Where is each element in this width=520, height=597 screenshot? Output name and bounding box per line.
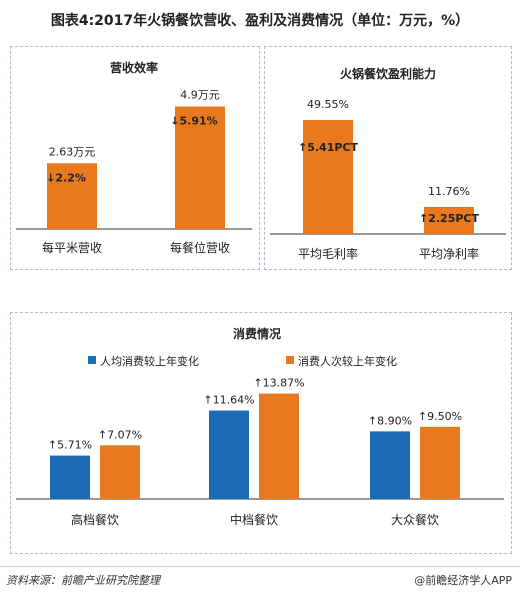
panel2-category-0: 平均毛利率 <box>298 246 358 261</box>
panel3-bar-1-0 <box>209 410 249 499</box>
panel2-value-label-1: 11.76% <box>428 185 470 198</box>
panel3-change-label-1-1: ↑13.87% <box>253 377 304 390</box>
panel3-change-label-2-1: ↑9.50% <box>418 410 462 423</box>
panel1-bar-1 <box>175 106 225 229</box>
brand-note: @前瞻经济学人APP <box>414 574 512 587</box>
panel3-bar-2-0 <box>370 431 410 499</box>
panel1-value-label-1: 4.9万元 <box>180 89 220 102</box>
panel3-title: 消费情况 <box>233 326 281 341</box>
panel1-change-label-0: ↓2.2% <box>46 171 86 184</box>
panel2-bar-1 <box>424 206 474 234</box>
panel3-bar-2-1 <box>420 426 460 499</box>
panel3-change-label-2-0: ↑8.90% <box>368 414 412 427</box>
panel3-category-1: 中档餐饮 <box>230 512 278 527</box>
panel1-value-label-0: 2.63万元 <box>49 145 96 158</box>
panel2-bar-0 <box>303 120 353 234</box>
chart-title: 图表4:2017年火锅餐饮营收、盈利及消费情况（单位：万元，%） <box>50 13 470 29</box>
panel2-change-label-1: ↑2.25PCT <box>419 212 479 225</box>
legend-label-1: 消费人次较上年变化 <box>298 354 397 368</box>
panel1-title: 营收效率 <box>110 60 158 75</box>
panel3-change-label-0-1: ↑7.07% <box>98 428 142 441</box>
panel3-category-0: 高档餐饮 <box>71 512 119 527</box>
panel3-change-label-1-0: ↑11.64% <box>203 394 254 407</box>
legend-swatch-0 <box>88 356 96 364</box>
panel1-change-label-1: ↓5.91% <box>170 115 217 128</box>
panel3-bar-0-1 <box>100 445 140 499</box>
panel3-bar-1-1 <box>259 393 299 499</box>
panel1-category-1: 每餐位营收 <box>170 240 230 255</box>
panel2-value-label-0: 49.55% <box>307 98 349 111</box>
footer-divider <box>0 566 520 567</box>
panel2-change-label-0: ↑5.41PCT <box>298 141 358 154</box>
panel3-change-label-0-0: ↑5.71% <box>48 439 92 452</box>
panel3-bar-0-0 <box>50 455 90 499</box>
panel2-category-1: 平均净利率 <box>419 246 479 261</box>
panel1-bar-0 <box>47 163 97 229</box>
source-note: 资料来源：前瞻产业研究院整理 <box>6 574 160 587</box>
panel1-category-0: 每平米营收 <box>42 240 102 255</box>
panel3-category-2: 大众餐饮 <box>391 512 439 527</box>
legend-swatch-1 <box>286 356 294 364</box>
panel2-title: 火锅餐饮盈利能力 <box>340 66 436 81</box>
legend-label-0: 人均消费较上年变化 <box>100 354 199 368</box>
